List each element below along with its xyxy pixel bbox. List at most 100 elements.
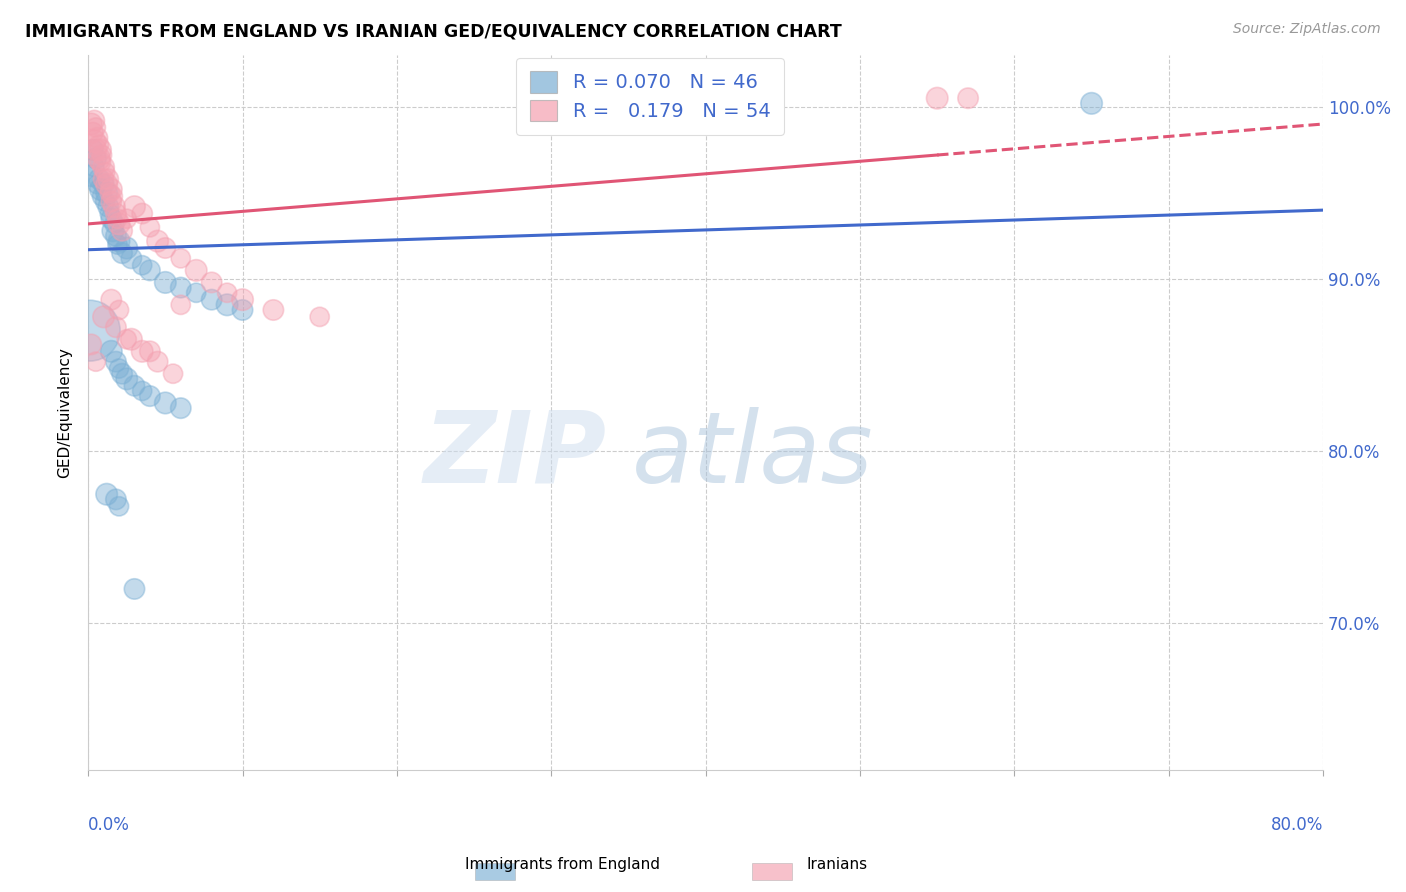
Point xyxy=(108,303,131,318)
Point xyxy=(84,354,107,368)
Point xyxy=(84,120,107,135)
Point xyxy=(104,320,127,334)
Point xyxy=(111,246,134,260)
Point xyxy=(89,143,111,157)
Point xyxy=(170,280,193,294)
Point xyxy=(98,206,121,220)
Point xyxy=(108,234,131,248)
Point xyxy=(131,384,153,398)
Point xyxy=(80,337,103,351)
Point xyxy=(104,206,127,220)
Point xyxy=(84,143,107,157)
Point xyxy=(107,237,129,252)
Point xyxy=(100,344,122,359)
Text: 80.0%: 80.0% xyxy=(1271,816,1323,834)
Point xyxy=(82,126,104,140)
Point xyxy=(231,293,253,307)
Point xyxy=(217,298,239,312)
Point xyxy=(96,178,118,192)
Point xyxy=(139,344,162,359)
Point xyxy=(101,224,124,238)
Point xyxy=(957,91,980,105)
Point xyxy=(93,310,115,324)
Point xyxy=(104,492,127,507)
Point xyxy=(108,361,131,376)
Point xyxy=(186,285,208,300)
Point xyxy=(100,211,122,226)
Point xyxy=(162,367,184,381)
Point xyxy=(124,378,146,392)
Point xyxy=(1080,96,1102,111)
Point xyxy=(83,113,105,128)
Point xyxy=(107,211,129,226)
Point xyxy=(139,220,162,235)
Point xyxy=(93,172,115,186)
Text: IMMIGRANTS FROM ENGLAND VS IRANIAN GED/EQUIVALENCY CORRELATION CHART: IMMIGRANTS FROM ENGLAND VS IRANIAN GED/E… xyxy=(25,22,842,40)
Point xyxy=(86,130,108,145)
Point xyxy=(186,263,208,277)
Point xyxy=(231,303,253,318)
Point xyxy=(87,172,110,186)
Point xyxy=(131,258,153,272)
Point xyxy=(101,189,124,203)
Text: 0.0%: 0.0% xyxy=(89,816,129,834)
Point xyxy=(124,200,146,214)
Point xyxy=(108,217,131,231)
Point xyxy=(100,194,122,209)
Text: Iranians: Iranians xyxy=(806,857,868,872)
Point xyxy=(94,194,117,209)
Point xyxy=(100,182,122,196)
Y-axis label: GED/Equivalency: GED/Equivalency xyxy=(58,347,72,478)
Text: atlas: atlas xyxy=(631,407,873,504)
Point xyxy=(96,186,118,200)
Point xyxy=(96,487,118,501)
Point xyxy=(308,310,330,324)
Point xyxy=(104,354,127,368)
Point xyxy=(108,500,131,514)
Point xyxy=(104,229,127,244)
Point xyxy=(87,152,110,166)
Point xyxy=(155,241,177,255)
Point xyxy=(89,155,111,169)
Point xyxy=(217,285,239,300)
Point xyxy=(139,263,162,277)
Point xyxy=(139,389,162,403)
Point xyxy=(155,276,177,290)
Text: ZIP: ZIP xyxy=(423,407,607,504)
Point xyxy=(103,200,125,214)
Point xyxy=(115,211,138,226)
Point xyxy=(79,324,101,338)
Text: Source: ZipAtlas.com: Source: ZipAtlas.com xyxy=(1233,22,1381,37)
Point xyxy=(146,354,169,368)
Point xyxy=(120,252,142,266)
Point xyxy=(82,143,104,157)
Point xyxy=(91,189,114,203)
Point xyxy=(170,252,193,266)
Point xyxy=(111,367,134,381)
Point xyxy=(93,178,115,192)
Point xyxy=(115,372,138,386)
Point xyxy=(120,332,142,346)
Point xyxy=(83,160,105,174)
Point xyxy=(262,303,284,318)
Point xyxy=(83,134,105,148)
Point xyxy=(80,117,103,131)
Point xyxy=(86,178,108,192)
Point xyxy=(89,182,111,196)
Text: Immigrants from England: Immigrants from England xyxy=(465,857,659,872)
Point xyxy=(103,217,125,231)
Point xyxy=(201,276,224,290)
Point xyxy=(124,582,146,596)
Point xyxy=(100,293,122,307)
Point xyxy=(131,344,153,359)
Point xyxy=(87,137,110,152)
Point xyxy=(97,200,120,214)
Point xyxy=(98,186,121,200)
Point xyxy=(115,241,138,255)
Point xyxy=(93,160,115,174)
Point xyxy=(80,169,103,183)
Point xyxy=(94,165,117,179)
Legend: R = 0.070   N = 46, R =   0.179   N = 54: R = 0.070 N = 46, R = 0.179 N = 54 xyxy=(516,58,785,135)
Point xyxy=(927,91,949,105)
Point xyxy=(97,172,120,186)
